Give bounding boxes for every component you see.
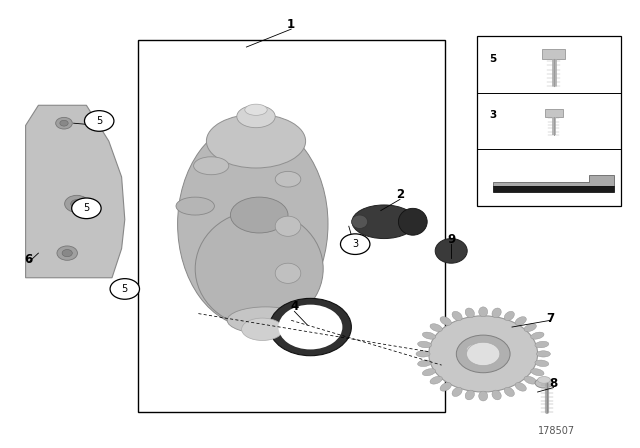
- Circle shape: [57, 246, 77, 260]
- Ellipse shape: [237, 105, 275, 128]
- Ellipse shape: [440, 383, 451, 391]
- Circle shape: [269, 298, 351, 356]
- Ellipse shape: [430, 376, 442, 384]
- Ellipse shape: [515, 317, 526, 325]
- Text: 5: 5: [122, 284, 128, 294]
- Ellipse shape: [452, 387, 462, 396]
- Circle shape: [456, 335, 510, 373]
- Text: 2: 2: [396, 188, 404, 202]
- Ellipse shape: [535, 378, 553, 388]
- Ellipse shape: [178, 121, 328, 327]
- Ellipse shape: [418, 341, 431, 348]
- Ellipse shape: [479, 391, 488, 401]
- Ellipse shape: [504, 311, 515, 321]
- Circle shape: [340, 234, 370, 254]
- Ellipse shape: [398, 208, 428, 235]
- Polygon shape: [493, 175, 614, 186]
- Ellipse shape: [195, 211, 323, 327]
- Ellipse shape: [416, 351, 430, 357]
- Ellipse shape: [535, 360, 548, 366]
- Ellipse shape: [352, 215, 368, 228]
- Circle shape: [62, 250, 72, 257]
- Circle shape: [110, 279, 140, 299]
- Ellipse shape: [465, 308, 474, 318]
- Bar: [138, 40, 445, 412]
- Text: 7: 7: [547, 311, 554, 325]
- Ellipse shape: [176, 197, 214, 215]
- Ellipse shape: [479, 307, 488, 317]
- Ellipse shape: [435, 238, 467, 263]
- Bar: [542, 49, 565, 59]
- Circle shape: [278, 305, 342, 349]
- Text: 5: 5: [83, 203, 90, 213]
- Ellipse shape: [230, 197, 288, 233]
- Circle shape: [467, 342, 500, 366]
- Ellipse shape: [504, 387, 515, 396]
- Circle shape: [70, 200, 83, 208]
- Ellipse shape: [538, 376, 550, 383]
- Ellipse shape: [245, 104, 268, 115]
- Text: 5: 5: [489, 54, 497, 64]
- Ellipse shape: [524, 324, 536, 332]
- Ellipse shape: [422, 332, 436, 339]
- Circle shape: [60, 121, 68, 126]
- Ellipse shape: [531, 332, 544, 339]
- Circle shape: [84, 111, 114, 131]
- Ellipse shape: [275, 263, 301, 284]
- Ellipse shape: [536, 351, 550, 357]
- Ellipse shape: [352, 205, 416, 238]
- Text: 4: 4: [291, 300, 298, 314]
- Bar: [477, 36, 621, 206]
- Ellipse shape: [194, 157, 229, 175]
- Ellipse shape: [492, 308, 501, 318]
- Ellipse shape: [422, 369, 436, 376]
- Text: 8: 8: [550, 376, 557, 390]
- Ellipse shape: [535, 341, 548, 348]
- Bar: [493, 186, 614, 192]
- Ellipse shape: [452, 311, 462, 321]
- Ellipse shape: [440, 317, 451, 325]
- Text: 6: 6: [25, 253, 33, 267]
- Ellipse shape: [242, 318, 284, 340]
- Ellipse shape: [275, 172, 301, 187]
- Ellipse shape: [467, 344, 487, 355]
- Ellipse shape: [465, 390, 474, 400]
- Ellipse shape: [418, 360, 431, 366]
- Text: 9: 9: [447, 233, 455, 246]
- Ellipse shape: [492, 390, 501, 400]
- Circle shape: [72, 198, 101, 219]
- Bar: [545, 109, 563, 117]
- Ellipse shape: [206, 114, 306, 168]
- Ellipse shape: [275, 216, 301, 237]
- Ellipse shape: [524, 376, 536, 384]
- Text: 3: 3: [352, 239, 358, 249]
- Text: 1: 1: [287, 18, 295, 31]
- Ellipse shape: [227, 307, 304, 334]
- Circle shape: [429, 316, 538, 392]
- Text: 178507: 178507: [538, 426, 575, 436]
- Circle shape: [56, 117, 72, 129]
- Text: 3: 3: [489, 110, 497, 120]
- Ellipse shape: [515, 383, 526, 391]
- Text: 5: 5: [96, 116, 102, 126]
- Circle shape: [65, 195, 89, 212]
- Ellipse shape: [531, 369, 544, 376]
- Ellipse shape: [430, 324, 442, 332]
- Polygon shape: [26, 105, 125, 278]
